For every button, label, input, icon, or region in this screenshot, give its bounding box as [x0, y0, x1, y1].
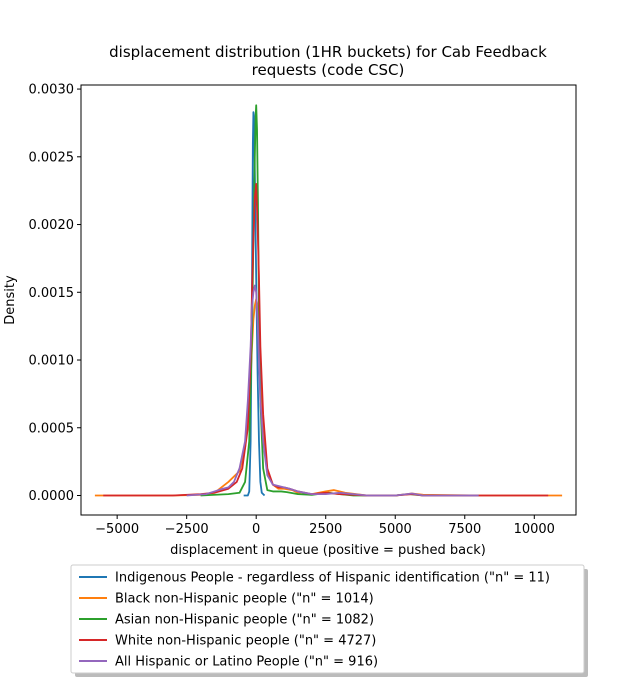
x-tick-label: 7500 [448, 522, 481, 537]
x-tick-label: −2500 [165, 522, 209, 537]
y-tick-label: 0.0015 [29, 286, 75, 301]
legend-label-0: Indigenous People - regardless of Hispan… [115, 571, 550, 586]
chart-title-line2: requests (code CSC) [252, 61, 405, 79]
x-tick-label: 5000 [379, 522, 412, 537]
legend-label-4: All Hispanic or Latino People ("n" = 916… [115, 655, 378, 670]
series-layer [94, 104, 563, 497]
y-tick-label: 0.0000 [29, 489, 75, 504]
x-tick-label: −5000 [95, 522, 139, 537]
y-tick-label: 0.0010 [29, 354, 75, 369]
chart-title-line1: displacement distribution (1HR buckets) … [109, 43, 547, 61]
y-tick-label: 0.0005 [29, 421, 75, 436]
x-axis-label: displacement in queue (positive = pushed… [170, 543, 486, 558]
legend-label-1: Black non-Hispanic people ("n" = 1014) [115, 592, 374, 607]
legend-label-2: Asian non-Hispanic people ("n" = 1082) [115, 613, 374, 628]
legend-entries: Indigenous People - regardless of Hispan… [79, 571, 550, 670]
y-axis-label: Density [3, 275, 18, 325]
y-tick-label: 0.0020 [29, 218, 75, 233]
plot-area [80, 84, 577, 516]
y-tick-label: 0.0025 [29, 150, 75, 165]
legend-box [70, 564, 585, 674]
x-tick-label: 0 [252, 522, 260, 537]
x-tick-label: 10000 [514, 522, 555, 537]
y-tick-label: 0.0030 [29, 83, 75, 98]
series-line-0 [243, 111, 266, 497]
legend: Indigenous People - regardless of Hispan… [70, 564, 588, 677]
legend-label-3: White non-Hispanic people ("n" = 4727) [115, 634, 376, 649]
series-line-4 [186, 284, 479, 497]
x-axis-ticks: −5000 −2500 0 2500 5000 7500 10000 [95, 515, 555, 537]
y-axis-ticks: 0.0000 0.0005 0.0010 0.0015 0.0020 0.0025 0.00… [29, 83, 81, 504]
x-tick-label: 2500 [309, 522, 342, 537]
